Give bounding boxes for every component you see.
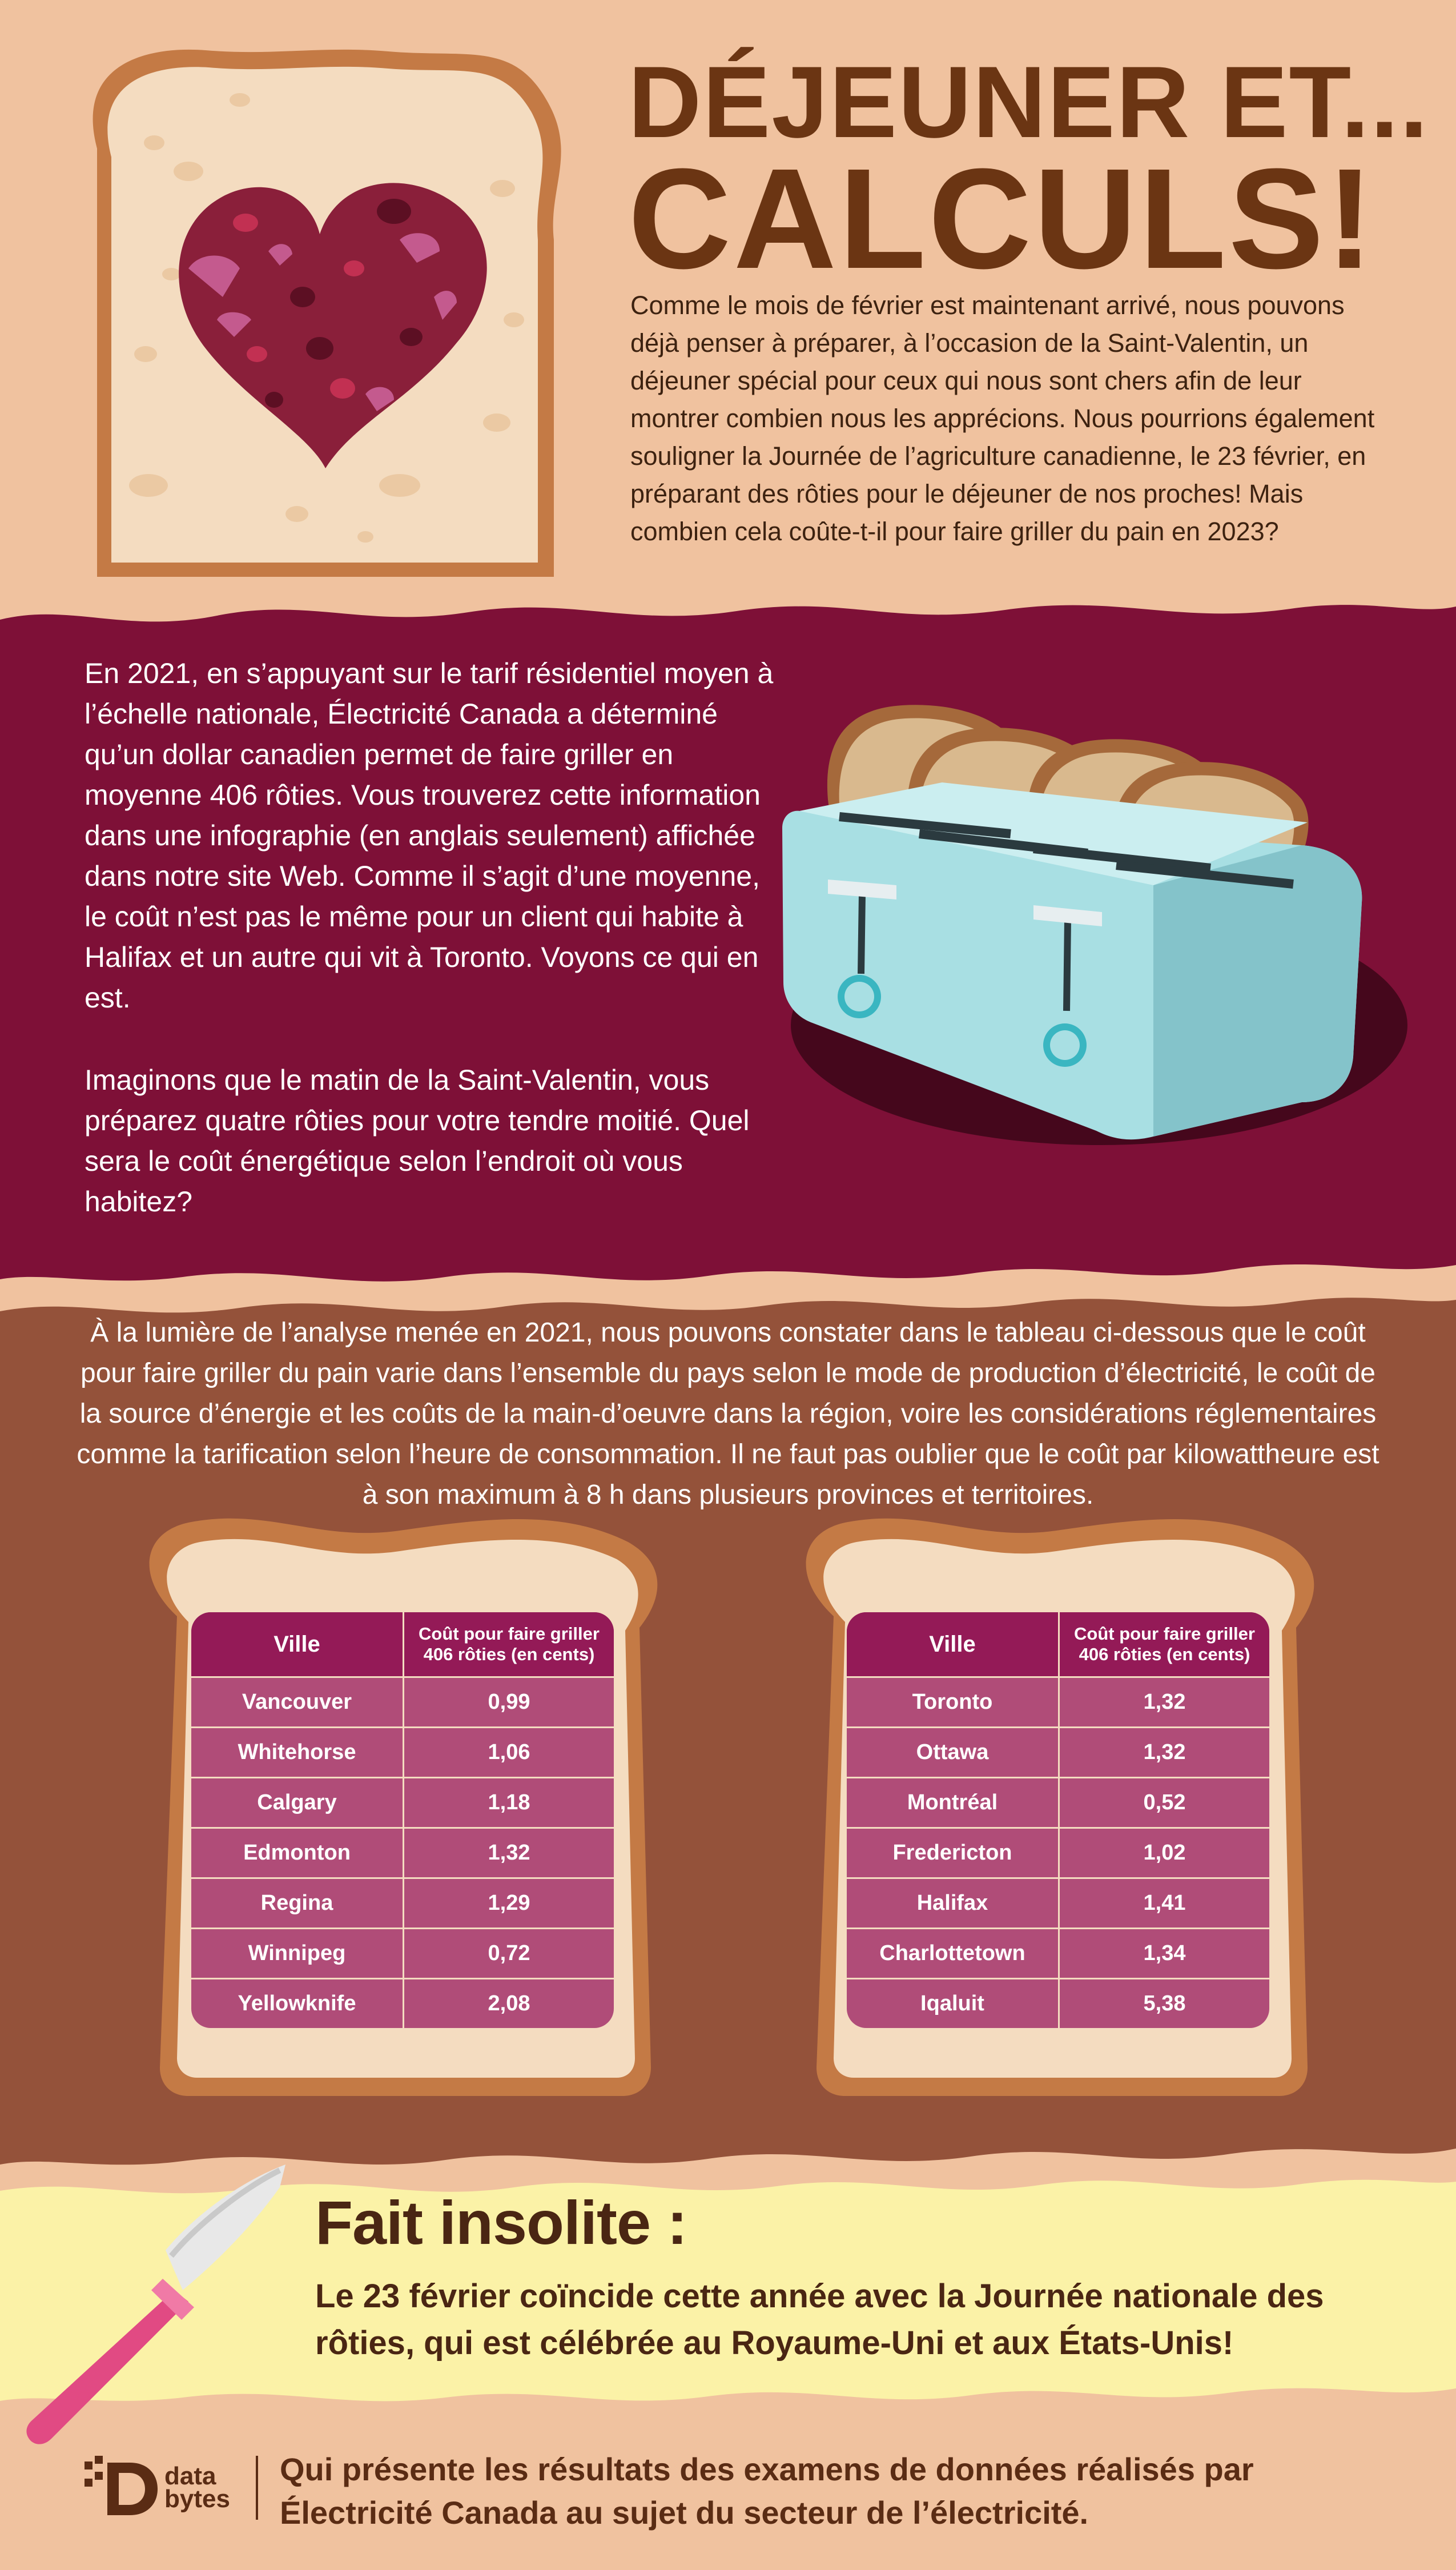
city-cell: Halifax	[847, 1878, 1060, 1929]
column-header-cost: Coût pour faire griller 406 rôties (en c…	[1059, 1612, 1269, 1678]
jam-heart-toast	[92, 49, 561, 577]
table-row: Toronto 1,32	[847, 1677, 1269, 1728]
table-row: Charlottetown 1,34	[847, 1928, 1269, 1979]
cost-table-left: Ville Coût pour faire griller 406 rôties…	[191, 1612, 614, 2028]
cost-cell: 1,18	[403, 1777, 614, 1829]
data-bytes-logo-icon	[85, 2456, 158, 2515]
cost-cell: 1,06	[403, 1727, 614, 1778]
column-header-city: Ville	[847, 1612, 1060, 1678]
table-row: Fredericton 1,02	[847, 1828, 1269, 1879]
analysis-paragraph: À la lumière de l’analyse menée en 2021,…	[77, 1318, 1379, 1510]
table-row: Montréal 0,52	[847, 1777, 1269, 1829]
table-row: Regina 1,29	[191, 1878, 614, 1929]
table-row: Halifax 1,41	[847, 1878, 1269, 1929]
cost-cell: 1,02	[1059, 1828, 1269, 1879]
toaster	[782, 705, 1407, 1145]
intro-paragraph: Comme le mois de février est maintenant …	[630, 291, 1375, 546]
fun-fact-text: Le 23 février coïncide cette année avec …	[315, 2278, 1324, 2362]
cost-cell: 1,34	[1059, 1928, 1269, 1979]
cost-table-right: Ville Coût pour faire griller 406 rôties…	[847, 1612, 1269, 2028]
yellow-band	[0, 2179, 1456, 2402]
cost-cell: 5,38	[1143, 1991, 1186, 2015]
cost-cell: 0,72	[403, 1928, 614, 1979]
cost-cell: 1,32	[403, 1828, 614, 1879]
column-header-city: Ville	[191, 1612, 404, 1678]
table-row: Calgary 1,18	[191, 1777, 614, 1829]
cost-cell: 0,52	[1059, 1777, 1269, 1829]
toast-cost-paragraph: En 2021, en s’appuyant sur le tarif rési…	[85, 657, 774, 1014]
cost-cell: 1,29	[403, 1878, 614, 1929]
city-cell: Iqaluit	[847, 1978, 1060, 2028]
city-cell: Regina	[191, 1878, 404, 1929]
city-cell: Whitehorse	[191, 1727, 404, 1778]
column-header-cost: Coût pour faire griller 406 rôties (en c…	[403, 1612, 614, 1678]
knife-icon	[26, 2165, 285, 2444]
city-cell: Winnipeg	[191, 1928, 404, 1979]
table-row: Ottawa 1,32	[847, 1727, 1269, 1778]
table-row: Whitehorse 1,06	[191, 1727, 614, 1778]
city-cell: Yellowknife	[191, 1978, 404, 2028]
valentine-paragraph: Imaginons que le matin de la Saint-Valen…	[85, 1064, 750, 1218]
cost-cell: 1,32	[1059, 1727, 1269, 1778]
table-row: Winnipeg 0,72	[191, 1928, 614, 1979]
city-cell: Fredericton	[847, 1828, 1060, 1879]
city-cell: Charlottetown	[847, 1928, 1060, 1979]
page-title-line-1: DÉJEUNER ET...	[628, 45, 1429, 159]
city-cell: Calgary	[191, 1777, 404, 1829]
city-cell: Toronto	[847, 1677, 1060, 1728]
footer-text: Qui présente les résultats des examens d…	[280, 2451, 1254, 2531]
logo-label: data bytes	[164, 2462, 230, 2513]
table-row: Iqaluit 5,38	[847, 1978, 1269, 2028]
city-cell: Vancouver	[191, 1677, 404, 1728]
cost-cell: 2,08	[488, 1991, 530, 2015]
cost-cell: 1,41	[1059, 1878, 1269, 1929]
table-row: Yellowknife 2,08	[191, 1978, 614, 2028]
city-cell: Ottawa	[847, 1727, 1060, 1778]
page-title-line-2: CALCULS!	[628, 139, 1376, 298]
city-cell: Montréal	[847, 1777, 1060, 1829]
table-row: Edmonton 1,32	[191, 1828, 614, 1879]
fun-fact-title: Fait insolite :	[315, 2188, 687, 2257]
city-cell: Edmonton	[191, 1828, 404, 1879]
footer-divider	[256, 2456, 258, 2520]
cost-cell: 1,32	[1059, 1677, 1269, 1728]
table-row: Vancouver 0,99	[191, 1677, 614, 1728]
cost-cell: 0,99	[403, 1677, 614, 1728]
